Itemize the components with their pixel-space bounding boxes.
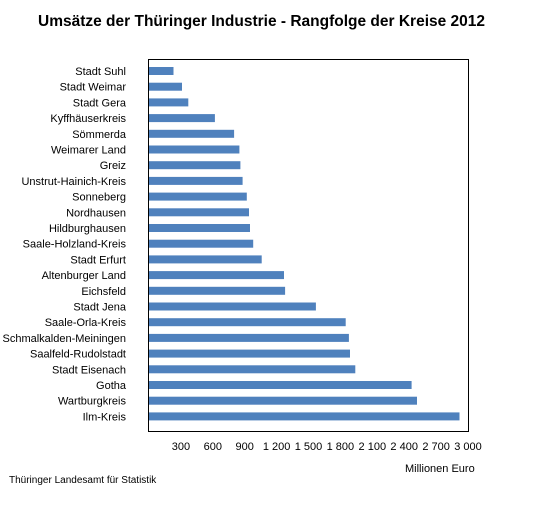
category-label-saale-orla-kreis: Saale-Orla-Kreis — [45, 317, 127, 329]
x-tick-label-1200: 1 200 — [263, 441, 291, 453]
category-label-gotha: Gotha — [96, 380, 127, 392]
x-tick-label-1500: 1 500 — [295, 441, 323, 453]
bars-group — [149, 67, 460, 421]
bar-stadt-weimar — [149, 82, 182, 91]
category-label-nordhausen: Nordhausen — [66, 207, 126, 219]
x-tick-label-2700: 2 700 — [422, 441, 450, 453]
bar-sonneberg — [149, 192, 247, 201]
source-note: Thüringer Landesamt für Statistik — [9, 475, 157, 486]
x-tick-label-3000: 3 000 — [454, 441, 482, 453]
bar-schmalkalden-meiningen — [149, 333, 349, 342]
category-label-altenburger-land: Altenburger Land — [42, 270, 126, 282]
bar-eichsfeld — [149, 286, 286, 295]
plot-area — [148, 59, 469, 432]
x-tick-labels: 300 600 900 1 200 1 500 1 800 2 100 2 400 2 700 3… — [172, 441, 482, 453]
category-label-stadt-weimar: Stadt Weimar — [60, 82, 127, 94]
bar-gotha — [149, 381, 412, 389]
bar-nordhausen — [149, 208, 249, 217]
category-label-hildburghausen: Hildburghausen — [49, 223, 126, 235]
bar-kyffhaeuserkreis — [149, 114, 215, 123]
bar-altenburger-land — [149, 271, 284, 280]
category-label-wartburgkreis: Wartburgkreis — [58, 396, 127, 408]
bar-hildburghausen — [149, 224, 250, 232]
category-label-schmalkalden-meiningen: Schmalkalden-Meiningen — [2, 333, 126, 345]
category-label-weimarer-land: Weimarer Land — [51, 145, 126, 157]
category-label-saalfeld-rudolstadt: Saalfeld-Rudolstadt — [30, 349, 126, 361]
category-label-unstrut-hainich-kreis: Unstrut-Hainich-Kreis — [21, 176, 126, 188]
category-label-kyffhaeuserkreis: Kyffhäuserkreis — [50, 113, 126, 125]
bar-greiz — [149, 161, 241, 170]
category-label-sonneberg: Sonneberg — [72, 192, 126, 204]
bar-stadt-suhl — [149, 67, 174, 75]
x-axis-label: Millionen Euro — [405, 463, 475, 475]
bar-saalfeld-rudolstadt — [149, 349, 350, 358]
x-tick-label-2100: 2 100 — [359, 441, 387, 453]
bar-saale-holzland-kreis — [149, 239, 254, 248]
category-label-stadt-eisenach: Stadt Eisenach — [52, 364, 126, 376]
category-label-stadt-suhl: Stadt Suhl — [75, 66, 126, 78]
bar-stadt-erfurt — [149, 255, 262, 264]
bar-saale-orla-kreis — [149, 318, 346, 327]
bar-stadt-gera — [149, 98, 189, 107]
x-tick-label-600: 600 — [204, 441, 222, 453]
bar-ilm-kreis — [149, 412, 460, 421]
category-label-stadt-gera: Stadt Gera — [73, 97, 127, 109]
category-label-eichsfeld: Eichsfeld — [81, 286, 126, 298]
category-label-soemmerda: Sömmerda — [72, 129, 127, 141]
x-tick-label-300: 300 — [172, 441, 190, 453]
category-label-saale-holzland-kreis: Saale-Holzland-Kreis — [23, 239, 127, 251]
bar-stadt-eisenach — [149, 365, 356, 374]
category-label-greiz: Greiz — [100, 160, 126, 172]
bar-stadt-jena — [149, 302, 316, 311]
bar-soemmerda — [149, 129, 235, 138]
category-label-ilm-kreis: Ilm-Kreis — [83, 411, 127, 423]
x-tick-label-2400: 2 400 — [390, 441, 418, 453]
category-label-stadt-jena: Stadt Jena — [73, 302, 126, 314]
chart-title: Umsätze der Thüringer Industrie - Rangfo… — [38, 13, 486, 30]
bar-unstrut-hainich-kreis — [149, 176, 243, 185]
category-label-stadt-erfurt: Stadt Erfurt — [70, 254, 126, 266]
bar-wartburgkreis — [149, 396, 417, 405]
bar-weimarer-land — [149, 145, 240, 154]
category-labels: Stadt Suhl Stadt Weimar Stadt Gera Kyffhäus… — [2, 66, 126, 423]
x-tick-label-1800: 1 800 — [327, 441, 355, 453]
x-tick-label-900: 900 — [236, 441, 254, 453]
